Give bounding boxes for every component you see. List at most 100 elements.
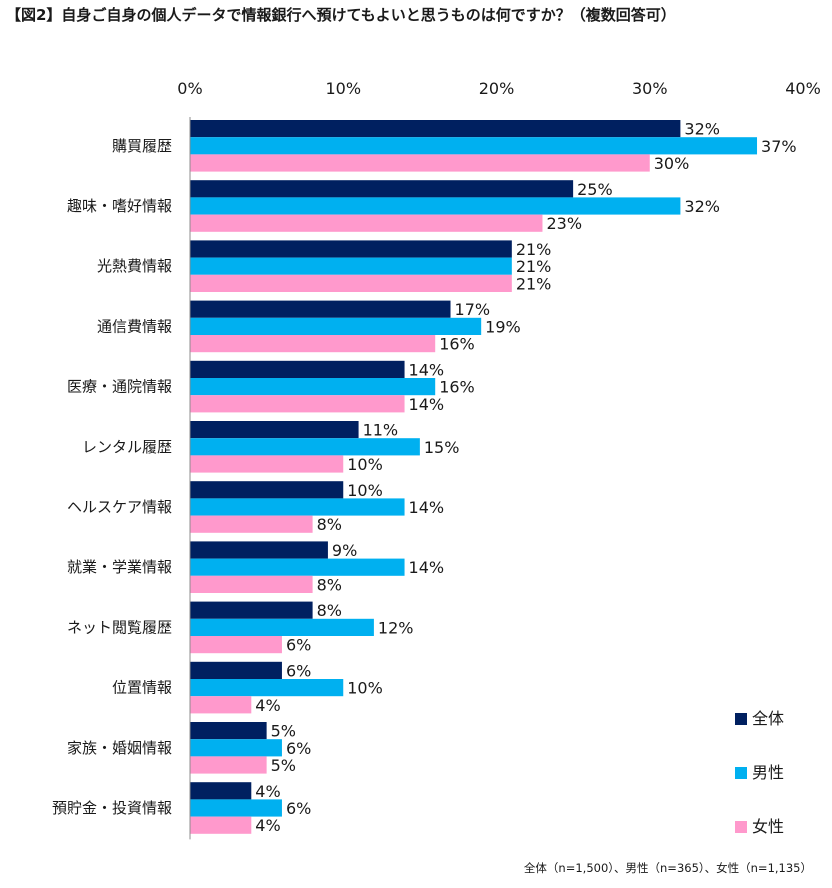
data-label: 10% [347,679,383,698]
data-label: 17% [455,300,491,319]
category-label: 光熱費情報 [97,257,172,275]
bar-female [190,696,252,714]
data-label: 32% [684,120,720,139]
bar-total [190,601,313,619]
data-label: 32% [684,197,720,216]
bar-male [190,679,344,697]
bars [190,120,758,834]
bar-total [190,661,282,679]
legend-label: 全体 [752,709,784,728]
bar-female [190,154,650,172]
data-label: 21% [516,240,552,259]
data-label: 4% [255,816,280,835]
data-label: 15% [424,438,460,457]
bar-male [190,378,436,396]
bar-female [190,756,267,774]
data-label: 8% [317,515,342,534]
data-label: 8% [317,575,342,594]
x-tick-label: 30% [632,79,668,98]
data-label: 21% [516,274,552,293]
bar-male [190,197,681,215]
bar-female [190,575,313,593]
sample-size-note: 全体（n=1,500）、男性（n=365）、女性（n=1,135） [523,861,812,875]
x-tick-label: 0% [177,79,202,98]
data-label: 11% [363,421,399,440]
bar-total [190,360,405,378]
data-label: 6% [286,661,311,680]
bar-female [190,515,313,533]
category-label: ネット閲覧履歴 [67,618,172,636]
data-label: 6% [286,739,311,758]
bar-male [190,317,482,335]
bar-total [190,722,267,740]
data-label: 16% [439,335,475,354]
category-label: レンタル履歴 [82,438,172,456]
data-label: 37% [761,137,797,156]
data-label: 10% [347,455,383,474]
category-label: 就業・学業情報 [67,558,172,576]
bar-total [190,300,451,318]
data-label: 14% [409,360,445,379]
category-label: 趣味・嗜好情報 [67,197,172,215]
data-label: 5% [271,722,296,741]
bar-total [190,481,344,499]
legend-swatch [735,767,747,779]
category-label: ヘルスケア情報 [67,498,172,516]
bar-male [190,558,405,576]
data-labels: 32%37%30%25%32%23%21%21%21%17%19%16%14%1… [255,120,796,836]
category-label: 通信費情報 [97,317,172,335]
bar-male [190,618,374,636]
bar-female [190,395,405,413]
data-label: 4% [255,782,280,801]
data-label: 4% [255,696,280,715]
data-label: 14% [409,498,445,517]
bar-female [190,335,436,353]
data-label: 6% [286,799,311,818]
x-tick-label: 20% [479,79,515,98]
x-tick-label: 40% [785,79,821,98]
bar-male [190,799,282,817]
bar-female [190,274,512,292]
category-label: 購買履歴 [112,137,172,155]
chart-title: 【図2】自身ご自身の個人データで情報銀行へ預けてもよいと思うものは何ですか？（複… [6,6,676,24]
data-label: 5% [271,756,296,775]
bar-total [190,120,681,138]
data-label: 14% [409,558,445,577]
data-label: 10% [347,481,383,500]
data-label: 21% [516,257,552,276]
category-label: 預貯金・投資情報 [52,799,172,817]
data-label: 6% [286,636,311,655]
data-label: 23% [546,214,582,233]
data-label: 12% [378,618,414,637]
data-label: 9% [332,541,357,560]
bar-total [190,240,512,258]
bar-male [190,137,758,155]
data-label: 30% [654,154,690,173]
bar-total [190,421,359,439]
bar-total [190,541,328,559]
legend-label: 女性 [752,817,784,836]
bar-female [190,455,344,473]
data-label: 14% [409,395,445,414]
bar-female [190,816,252,834]
category-labels: 購買履歴趣味・嗜好情報光熱費情報通信費情報医療・通院情報レンタル履歴ヘルスケア情… [52,137,172,817]
bar-male [190,498,405,516]
bar-total [190,180,574,198]
x-axis-ticks: 0% 10% 20% 30% 40% [177,79,820,98]
legend-swatch [735,713,747,725]
bar-female [190,214,543,232]
data-label: 16% [439,378,475,397]
data-label: 19% [485,317,521,336]
bar-male [190,438,420,456]
bar-female [190,636,282,654]
x-tick-label: 10% [325,79,361,98]
data-label: 25% [577,180,613,199]
bar-total [190,782,252,800]
category-label: 家族・婚姻情報 [67,739,172,757]
legend-label: 男性 [752,763,784,782]
bar-male [190,257,512,275]
bar-male [190,739,282,757]
data-label: 8% [317,601,342,620]
